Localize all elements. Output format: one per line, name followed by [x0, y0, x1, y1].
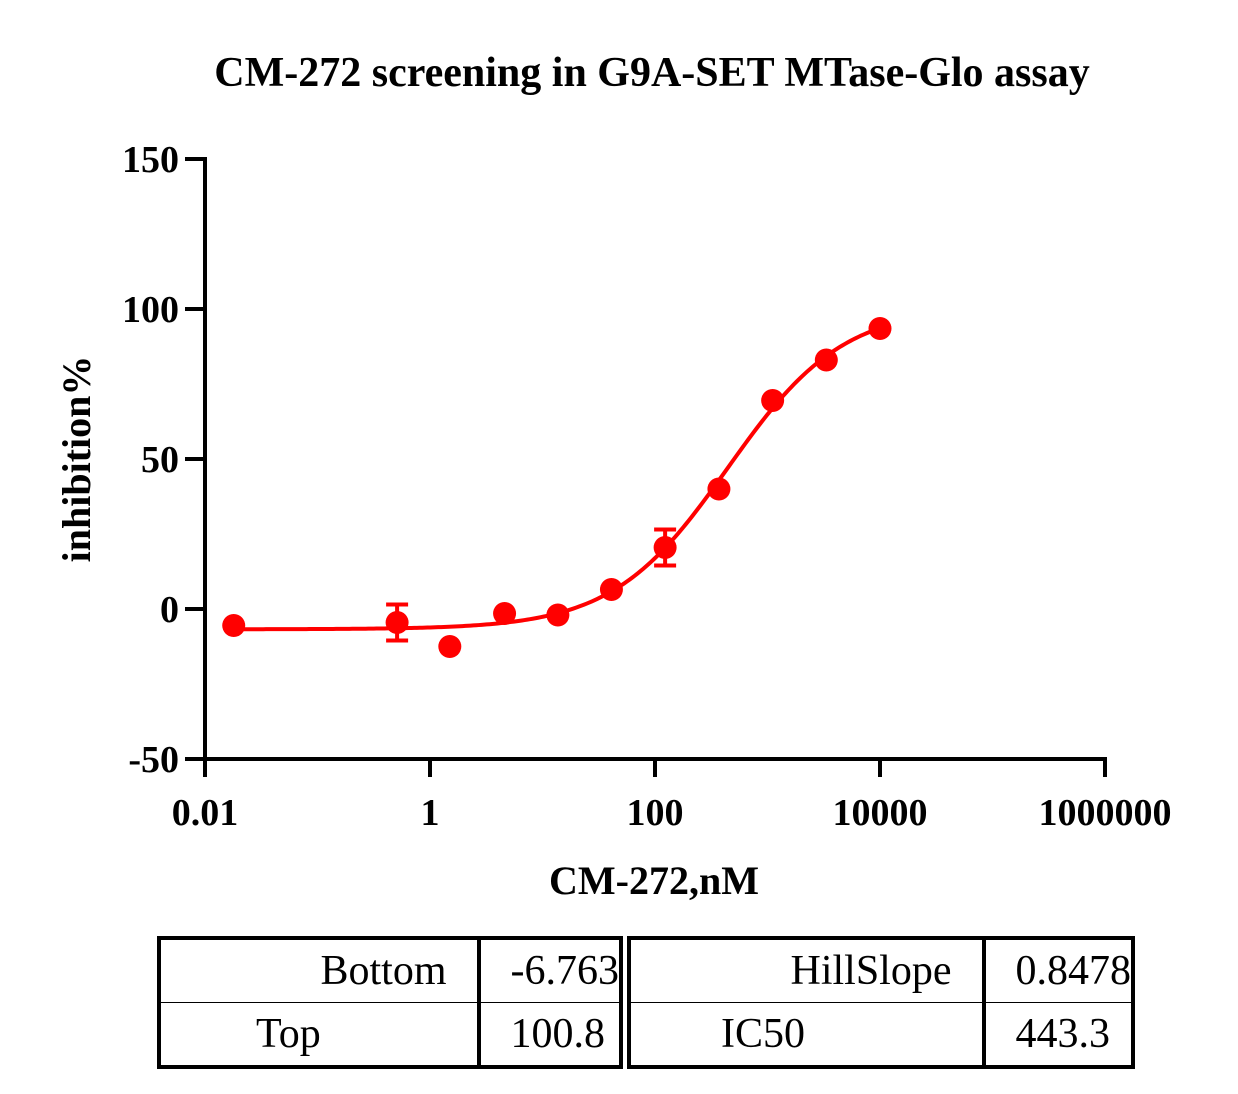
x-tick-label: 1000000: [1039, 792, 1172, 834]
x-tick-label: 10000: [833, 792, 928, 834]
table-row: HillSlope 0.8478: [629, 938, 1133, 1003]
param-name-top: Top: [159, 1002, 481, 1067]
fit-curve: [233, 326, 881, 632]
data-points: [222, 317, 892, 658]
data-point: [868, 317, 892, 340]
x-axis-label: CM-272,nM: [549, 858, 759, 903]
param-value-ic50: 443.3: [1015, 1011, 1111, 1057]
data-point: [222, 614, 246, 637]
x-tick-label: 1: [421, 792, 440, 834]
data-point: [546, 603, 570, 627]
y-tick-label: 0: [160, 589, 179, 631]
y-axis-label: inhibition%: [54, 356, 99, 563]
y-tick-label: 100: [122, 289, 179, 331]
axes: -50 0 50 100 150 0.01 1 100 10000 1000000: [122, 139, 1172, 834]
table-row: Top 100.8: [159, 1002, 621, 1067]
params-table-right: HillSlope 0.8478 IC50 443.3: [627, 936, 1135, 1069]
chart-title: CM-272 screening in G9A-SET MTase-Glo as…: [214, 50, 1089, 96]
data-point: [599, 578, 623, 601]
param-value-hillslope: 0.8478: [983, 938, 1133, 1003]
param-value-top: 100.8: [510, 1011, 606, 1057]
x-tick-label: 0.01: [172, 792, 239, 834]
data-point: [438, 635, 462, 658]
y-tick-label: 150: [122, 139, 179, 181]
y-tick-label: 50: [141, 439, 179, 481]
param-name-ic50: IC50: [629, 1002, 986, 1067]
y-tick-label: -50: [128, 739, 179, 781]
fit-curve-group: [233, 326, 881, 632]
data-point: [493, 602, 517, 625]
table-row: Bottom -6.763: [159, 938, 621, 1003]
data-point: [707, 477, 731, 501]
chart: CM-272 screening in G9A-SET MTase-Glo as…: [54, 50, 1172, 903]
x-tick-label: 100: [627, 792, 684, 834]
data-point: [385, 611, 409, 634]
data-point: [653, 536, 677, 559]
param-name-bottom: Bottom: [159, 938, 481, 1003]
table-row: IC50 443.3: [629, 1002, 1133, 1067]
data-point: [761, 389, 785, 412]
data-point: [814, 348, 838, 372]
param-value-bottom: -6.763: [478, 938, 621, 1003]
param-name-hillslope: HillSlope: [629, 938, 986, 1003]
params-table-left: Bottom -6.763 Top 100.8: [157, 936, 623, 1069]
